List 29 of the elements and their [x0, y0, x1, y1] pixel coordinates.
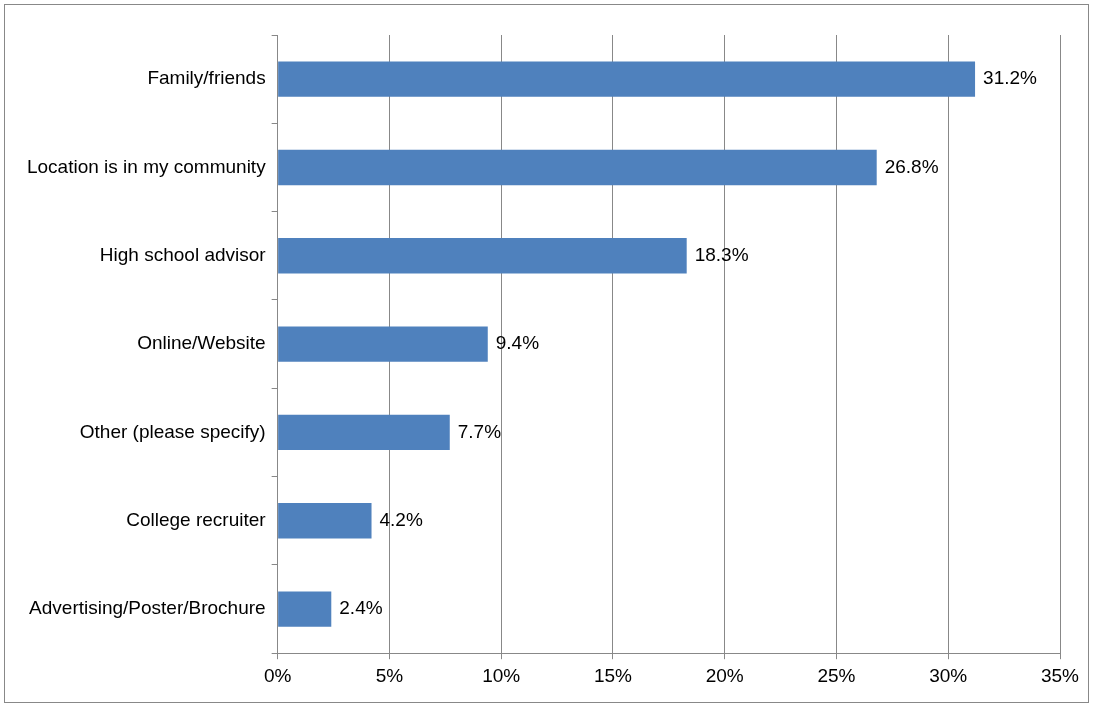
bar [278, 591, 332, 627]
bar [278, 326, 488, 362]
data-label: 31.2% [983, 67, 1038, 89]
data-label: 9.4% [495, 332, 540, 354]
y-tick-label: Other (please specify) [79, 420, 266, 442]
y-tick-label: Online/Website [137, 332, 266, 354]
y-tick-label: College recruiter [126, 508, 267, 530]
bar [278, 503, 372, 539]
y-tick-label: Location is in my community [26, 155, 267, 177]
bar [278, 61, 976, 97]
x-tick-label: 10% [482, 664, 521, 686]
bar [278, 149, 877, 186]
x-tick-label: 0% [263, 664, 292, 686]
x-tick-label: 30% [929, 664, 968, 686]
x-tick-label: 25% [817, 664, 856, 686]
y-tick-label: Advertising/Poster/Brochure [29, 597, 266, 619]
bar [278, 414, 450, 451]
bar [278, 238, 687, 274]
data-label: 18.3% [694, 244, 749, 266]
y-tick-label: High school advisor [99, 244, 267, 266]
y-tick-label: Family/friends [147, 67, 266, 89]
x-tick-label: 5% [375, 664, 404, 686]
data-label: 4.2% [379, 508, 423, 530]
data-label: 7.7% [457, 420, 502, 442]
data-label: 26.8% [884, 155, 939, 177]
data-label: 2.4% [339, 597, 383, 619]
x-tick-label: 35% [1040, 664, 1080, 686]
x-tick-label: 15% [593, 664, 633, 686]
x-tick-label: 20% [705, 664, 744, 686]
